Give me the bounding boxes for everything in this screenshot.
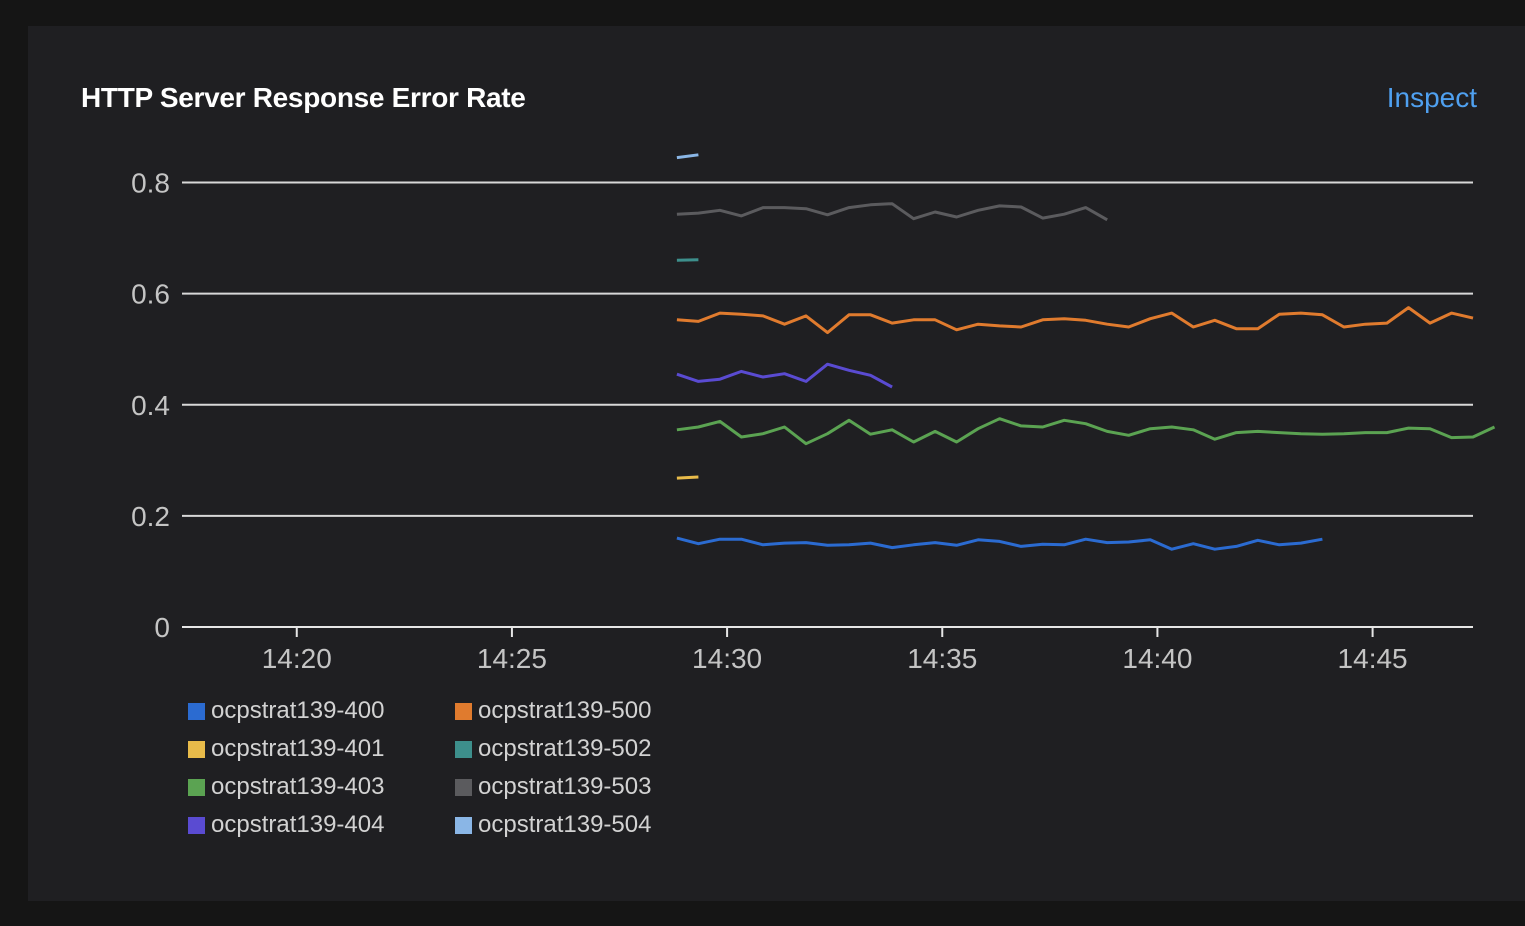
series-line-ocpstrat139-404[interactable] [676,362,893,389]
chart-card: HTTP Server Response Error Rate Inspect [28,26,1525,901]
legend-swatch [188,816,205,834]
y-tick-label: 0.2 [131,501,170,532]
series-line-ocpstrat139-504[interactable] [676,153,699,160]
legend-swatch [455,816,472,834]
legend-item[interactable]: ocpstrat139-502 [455,733,715,765]
legend-swatch [188,702,205,720]
series-line-ocpstrat139-500[interactable] [676,306,1474,335]
legend-label: ocpstrat139-502 [478,735,652,762]
legend-item[interactable]: ocpstrat139-500 [455,695,715,727]
x-tick-label: 14:35 [907,643,977,674]
chart-legend: ocpstrat139-400 ocpstrat139-500 ocpstrat13… [188,695,715,841]
y-tick-label: 0.6 [131,279,170,310]
legend-item[interactable]: ocpstrat139-400 [188,695,455,727]
y-tick-label: 0.8 [131,168,170,199]
series-line-ocpstrat139-502[interactable] [676,258,699,262]
legend-item[interactable]: ocpstrat139-503 [455,771,715,803]
x-tick-label: 14:25 [477,643,547,674]
legend-label: ocpstrat139-404 [211,811,385,838]
x-tick-label: 14:45 [1338,643,1408,674]
legend-swatch [455,778,472,796]
series-line-ocpstrat139-503[interactable] [676,202,1108,222]
legend-label: ocpstrat139-400 [211,697,385,724]
y-tick-label: 0.4 [131,390,170,421]
legend-item[interactable]: ocpstrat139-404 [188,809,455,841]
legend-swatch [188,778,205,796]
legend-label: ocpstrat139-503 [478,773,652,800]
legend-item[interactable]: ocpstrat139-403 [188,771,455,803]
legend-swatch [455,702,472,720]
series-line-ocpstrat139-403[interactable] [676,417,1496,446]
legend-label: ocpstrat139-504 [478,811,652,838]
legend-label: ocpstrat139-500 [478,697,652,724]
y-tick-label: 0 [154,612,170,643]
legend-swatch [455,740,472,758]
legend-label: ocpstrat139-401 [211,735,385,762]
x-tick-label: 14:40 [1122,643,1192,674]
chart-title: HTTP Server Response Error Rate [81,82,526,113]
legend-item[interactable]: ocpstrat139-401 [188,733,455,765]
legend-label: ocpstrat139-403 [211,773,385,800]
series-line-ocpstrat139-401[interactable] [676,475,699,480]
x-tick-label: 14:30 [692,643,762,674]
series-line-ocpstrat139-400[interactable] [676,536,1323,551]
inspect-link[interactable]: Inspect [1386,82,1477,113]
legend-swatch [188,740,205,758]
x-tick-label: 14:20 [262,643,332,674]
legend-item[interactable]: ocpstrat139-504 [455,809,715,841]
